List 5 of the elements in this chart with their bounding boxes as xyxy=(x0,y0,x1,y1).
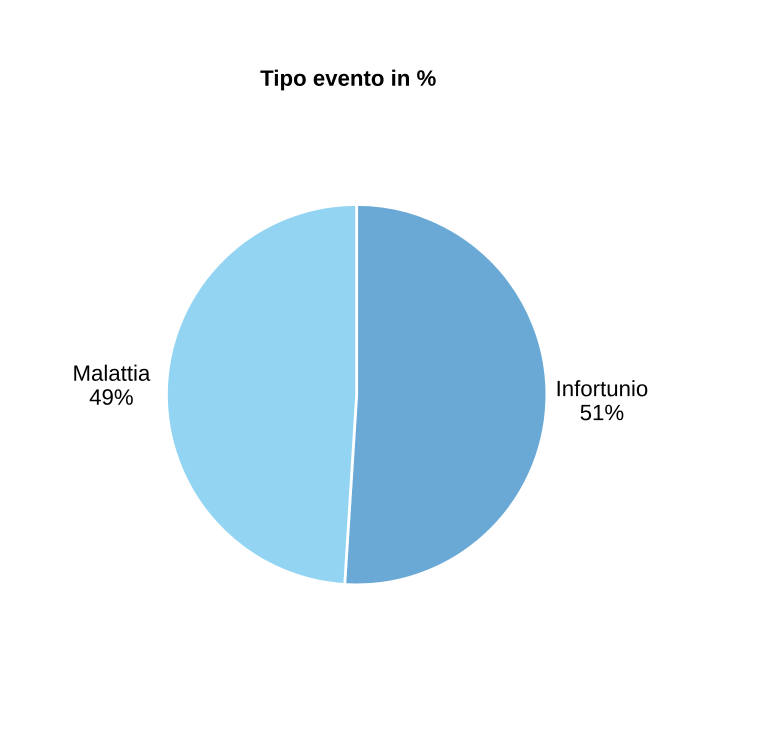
data-label: 51% xyxy=(580,404,624,420)
chart-title: Tipo evento in % xyxy=(260,70,436,90)
data-label: 49% xyxy=(90,389,133,405)
slice-label: Malattia xyxy=(74,364,150,381)
slice-label: Infortunio xyxy=(558,380,648,396)
